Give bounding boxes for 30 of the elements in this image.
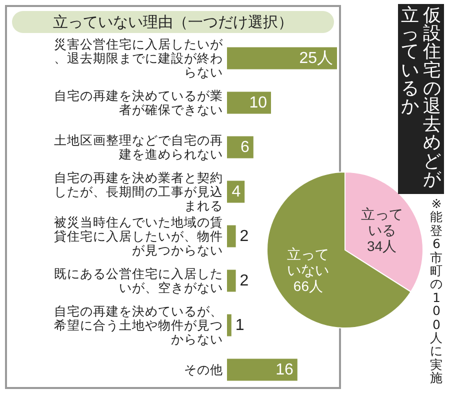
- data-label: 16: [276, 361, 294, 378]
- y-tick-label: 自宅の再建を決めているが、希望に合う土地や物件が見つからない: [54, 303, 223, 346]
- y-tick-label: 自宅の再建を決め業者と契約したが、長期間の工事が見込まれる: [54, 170, 223, 213]
- data-label: 4: [232, 183, 241, 200]
- bar: [227, 92, 271, 114]
- data-label: 66人: [293, 278, 323, 294]
- y-tick-label: 既にある公営住宅に入居したいが、空きがない: [54, 266, 223, 295]
- bar: [227, 136, 254, 158]
- text: ※能登6市町の100人に実施: [430, 196, 443, 386]
- data-label: 1: [235, 316, 244, 334]
- data-label: 25人: [299, 50, 333, 67]
- bar: [227, 225, 236, 248]
- bar: [227, 358, 298, 381]
- y-tick-label: 自宅の再建を決めているが業者が確保できない: [54, 88, 223, 117]
- y-tick-label: 土地区画整理などで自宅の再建を進められない: [54, 132, 223, 162]
- y-tick-label: 被災当時住んでいた地域の賃貸住宅に入居したいが、物件が見つからない: [54, 215, 223, 258]
- y-tick-label: 災害公営住宅に入居したいが、退去期限までに建設が終わらない: [54, 36, 224, 80]
- data-label: 2: [240, 272, 249, 290]
- bar: [227, 47, 337, 70]
- slice-label: 立っている: [360, 206, 403, 238]
- bar: [227, 314, 232, 336]
- chart-title: 仮設住宅の退去めどが立っているか: [401, 5, 441, 190]
- data-label: 34人: [367, 238, 397, 254]
- data-label: 10: [249, 94, 268, 112]
- data-label: 2: [240, 228, 249, 245]
- y-tick-label: その他: [184, 362, 223, 377]
- bar: [227, 270, 236, 292]
- chart-title: 立っていない理由（一つだけ選択）: [12, 11, 334, 33]
- slice-label: 立っていない: [287, 246, 330, 278]
- data-label: 6: [240, 138, 250, 156]
